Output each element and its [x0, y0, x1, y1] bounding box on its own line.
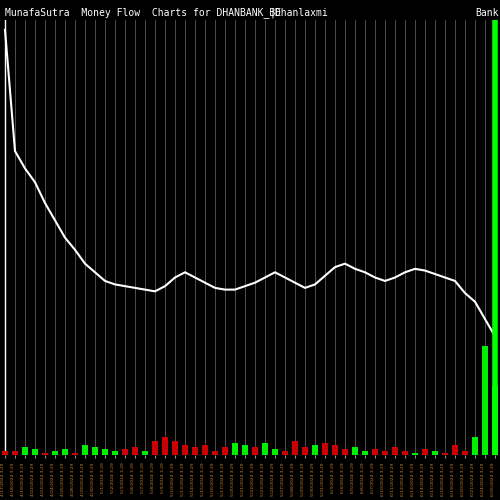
- Bar: [322, 443, 328, 455]
- Bar: [352, 447, 358, 455]
- Bar: [12, 451, 18, 455]
- Bar: [142, 451, 148, 455]
- Bar: [432, 451, 438, 455]
- Text: MunafaSutra  Money Flow  Charts for DHANBANK_BE: MunafaSutra Money Flow Charts for DHANBA…: [5, 8, 281, 18]
- Bar: [202, 445, 208, 455]
- Bar: [62, 449, 68, 455]
- Bar: [382, 451, 388, 455]
- Bar: [292, 441, 298, 455]
- Bar: [492, 386, 498, 455]
- Text: |Dhanlaxmi: |Dhanlaxmi: [270, 8, 329, 18]
- Bar: [122, 449, 128, 455]
- Bar: [482, 346, 488, 455]
- Bar: [302, 447, 308, 455]
- Bar: [242, 445, 248, 455]
- Bar: [232, 443, 238, 455]
- Bar: [162, 437, 168, 455]
- Bar: [452, 445, 458, 455]
- Bar: [192, 447, 198, 455]
- Bar: [32, 449, 38, 455]
- Bar: [412, 453, 418, 455]
- Bar: [402, 451, 408, 455]
- Bar: [52, 451, 58, 455]
- Bar: [442, 453, 448, 455]
- Bar: [212, 451, 218, 455]
- Bar: [262, 443, 268, 455]
- Bar: [82, 445, 88, 455]
- Bar: [172, 441, 178, 455]
- Bar: [272, 449, 278, 455]
- Bar: [222, 447, 228, 455]
- Bar: [112, 451, 118, 455]
- Bar: [462, 451, 468, 455]
- Bar: [72, 453, 78, 455]
- Bar: [372, 449, 378, 455]
- Bar: [182, 445, 188, 455]
- Bar: [22, 447, 28, 455]
- Bar: [92, 447, 98, 455]
- Bar: [342, 449, 348, 455]
- Bar: [362, 451, 368, 455]
- Bar: [102, 449, 108, 455]
- Bar: [472, 437, 478, 455]
- Bar: [392, 447, 398, 455]
- Bar: [282, 451, 288, 455]
- Bar: [2, 451, 8, 455]
- Bar: [332, 445, 338, 455]
- Bar: [422, 449, 428, 455]
- Bar: [42, 453, 48, 455]
- Bar: [152, 441, 158, 455]
- Bar: [312, 445, 318, 455]
- Bar: [252, 447, 258, 455]
- Text: Bank: Bank: [475, 8, 498, 18]
- Bar: [132, 447, 138, 455]
